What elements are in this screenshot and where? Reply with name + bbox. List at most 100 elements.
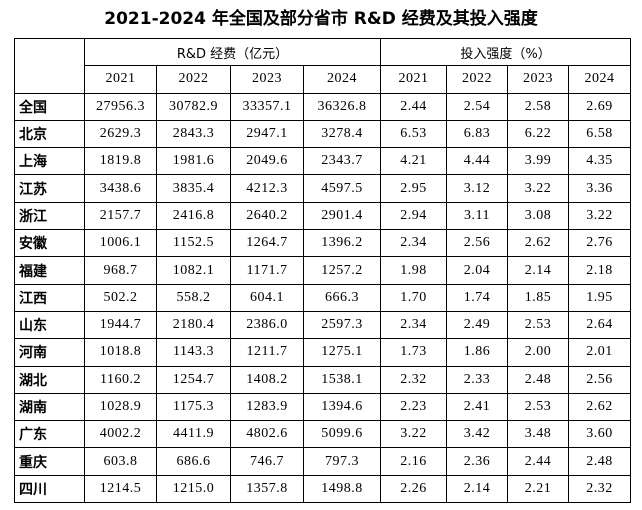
value-cell: 2.32 [568,474,632,504]
value-cell: 968.7 [84,256,157,285]
header-row: 2021 2022 2023 2024 2021 2022 2023 2024 [15,65,632,94]
value-cell: 2.41 [446,392,509,422]
value-cell: 2343.7 [302,147,382,176]
value-cell: 2.44 [380,92,448,121]
value-cell: 2.64 [568,310,632,340]
value-cell: 1028.9 [84,392,157,422]
data-row: 广东 4002.2 4411.9 4802.6 5099.6 3.22 3.42 3.48 3.… [14,420,632,449]
value-cell: 558.2 [156,283,231,312]
value-cell: 2180.4 [156,310,231,340]
value-cell: 502.2 [84,283,157,312]
value-cell: 1006.1 [84,229,157,258]
value-cell: 6.22 [507,119,570,149]
value-cell: 1819.8 [84,147,157,176]
value-cell: 1018.8 [84,338,157,367]
year-header: 2024 [302,65,382,94]
value-cell: 2.94 [380,201,448,231]
data-row: 安徽 1006.1 1152.5 1264.7 1396.2 2.34 2.56 2.62 2.… [14,229,632,258]
year-header: 2021 [380,65,448,94]
value-cell: 1283.9 [230,392,304,422]
value-cell: 2.26 [380,474,448,504]
value-cell: 603.8 [84,447,157,476]
value-cell: 3.48 [507,420,570,449]
value-cell: 1.85 [507,283,570,312]
region-cell: 湖北 [14,365,85,394]
value-cell: 2.48 [568,447,632,476]
value-cell: 4212.3 [230,174,304,203]
value-cell: 30782.9 [156,92,231,121]
region-cell: 四川 [14,474,85,504]
value-cell: 3.42 [446,420,509,449]
value-cell: 3.08 [507,201,570,231]
region-cell: 湖南 [14,392,85,422]
value-cell: 4.44 [446,147,509,176]
value-cell: 3438.6 [84,174,157,203]
value-cell: 33357.1 [230,92,304,121]
value-cell: 3835.4 [156,174,231,203]
value-cell: 1357.8 [230,474,304,504]
value-cell: 2.34 [380,310,448,340]
value-cell: 1981.6 [156,147,231,176]
year-header: 2023 [230,65,304,94]
value-cell: 2.32 [380,365,448,394]
region-cell: 浙江 [14,201,85,231]
region-cell: 福建 [14,256,85,285]
group-header: R&D 经费（亿元） [83,37,382,67]
value-cell: 2416.8 [156,201,231,231]
value-cell: 2.76 [568,229,632,258]
value-cell: 1.95 [568,283,632,312]
region-cell: 安徽 [14,229,85,258]
data-row: 重庆 603.8 686.6 746.7 797.3 2.16 2.36 2.44 2.48 [14,447,632,476]
data-table: R&D 经费（亿元） 投入强度（%） 2021 2022 2023 2024 2021 202… [14,37,632,504]
value-cell: 1396.2 [302,229,382,258]
year-header: 2022 [446,65,509,94]
value-cell: 686.6 [156,447,231,476]
value-cell: 2629.3 [84,119,157,149]
data-row: 山东 1944.7 2180.4 2386.0 2597.3 2.34 2.49 2.53 2.… [14,310,632,340]
value-cell: 6.53 [380,119,448,149]
year-header: 2023 [507,65,570,94]
value-cell: 3.60 [568,420,632,449]
group-header: 投入强度（%） [380,37,632,67]
table-title: 2021-2024 年全国及部分省市 R&D 经费及其投入强度 [104,9,538,29]
value-cell: 1257.2 [302,256,382,285]
region-cell: 河南 [14,338,85,367]
value-cell: 2.53 [507,310,570,340]
year-header: 2022 [156,65,231,94]
region-cell: 北京 [14,119,85,149]
value-cell: 2.56 [568,365,632,394]
value-cell: 1.73 [380,338,448,367]
value-cell: 6.83 [446,119,509,149]
value-cell: 2049.6 [230,147,304,176]
data-row: 浙江 2157.7 2416.8 2640.2 2901.4 2.94 3.11 3.08 3.… [14,201,632,231]
value-cell: 2.14 [446,474,509,504]
value-cell: 1498.8 [302,474,382,504]
data-row: 河南 1018.8 1143.3 1211.7 1275.1 1.73 1.86 2.00 2.… [14,338,632,367]
value-cell: 1408.2 [230,365,304,394]
value-cell: 2843.3 [156,119,231,149]
value-cell: 2.49 [446,310,509,340]
value-cell: 2.58 [507,92,570,121]
value-cell: 2.34 [380,229,448,258]
value-cell: 1275.1 [302,338,382,367]
data-row: 上海 1819.8 1981.6 2049.6 2343.7 4.21 4.44 3.99 4.… [14,147,632,176]
value-cell: 1.70 [380,283,448,312]
value-cell: 3.22 [380,420,448,449]
value-cell: 1944.7 [84,310,157,340]
value-cell: 2.33 [446,365,509,394]
value-cell: 1254.7 [156,365,231,394]
value-cell: 2.01 [568,338,632,367]
region-cell: 重庆 [14,447,85,476]
value-cell: 1160.2 [84,365,157,394]
region-cell: 全国 [14,92,85,121]
value-cell: 3.22 [568,201,632,231]
data-row: 江苏 3438.6 3835.4 4212.3 4597.5 2.95 3.12 3.22 3.… [14,174,632,203]
year-header: 2024 [568,65,632,94]
value-cell: 2.53 [507,392,570,422]
data-row: 湖北 1160.2 1254.7 1408.2 1538.1 2.32 2.33 2.48 2.… [14,365,632,394]
value-cell: 2.14 [507,256,570,285]
value-cell: 3.99 [507,147,570,176]
region-cell: 江西 [14,283,85,312]
data-row: 江西 502.2 558.2 604.1 666.3 1.70 1.74 1.85 1.95 [14,283,632,312]
